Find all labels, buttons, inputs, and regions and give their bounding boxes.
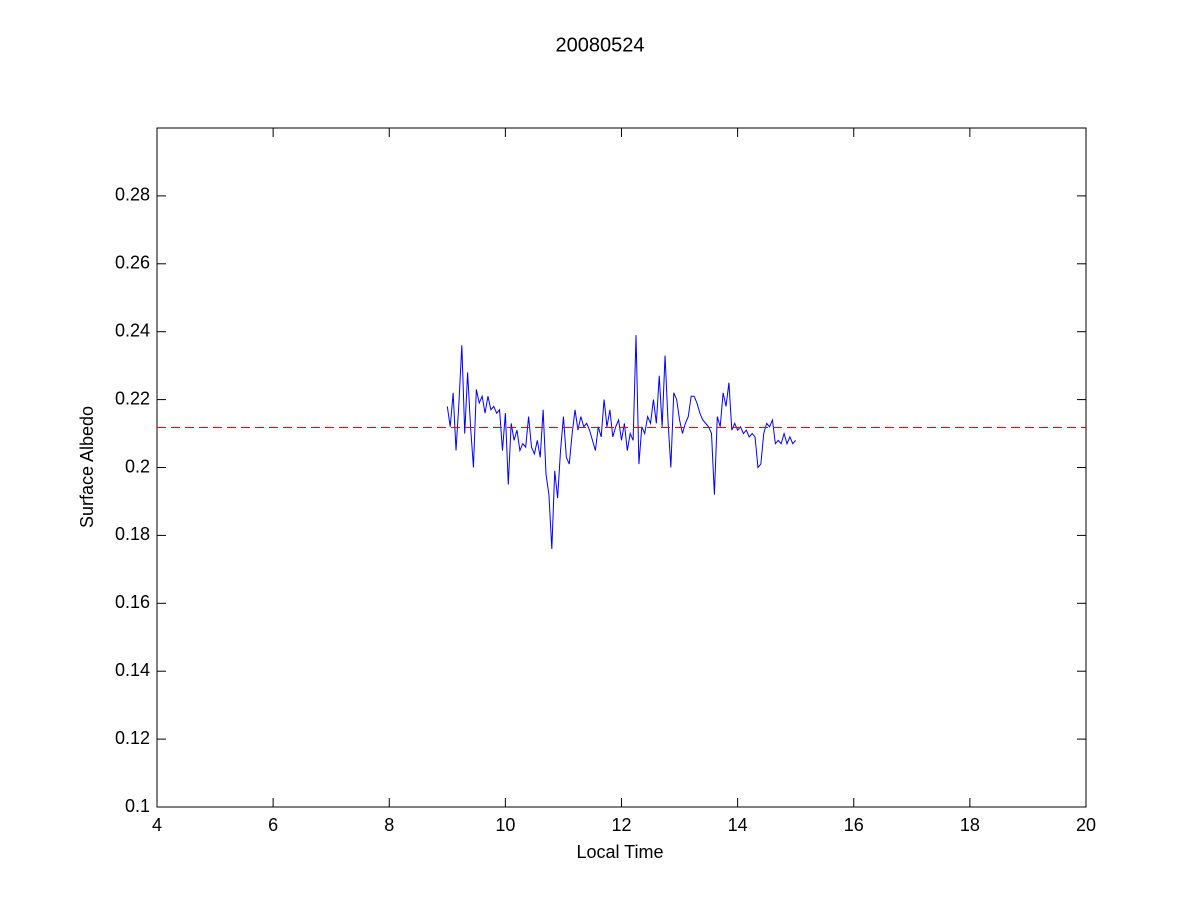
y-tick-label: 0.26 — [115, 253, 150, 273]
y-tick-label: 0.28 — [115, 185, 150, 205]
y-axis-label: Surface Albedo — [77, 406, 97, 528]
y-tick-label: 0.2 — [125, 456, 150, 476]
x-tick-label: 20 — [1076, 815, 1096, 835]
y-tick-label: 0.16 — [115, 592, 150, 612]
y-tick-label: 0.18 — [115, 524, 150, 544]
y-tick-label: 0.24 — [115, 320, 150, 340]
x-tick-label: 8 — [384, 815, 394, 835]
data-line — [446, 335, 797, 550]
x-tick-label: 18 — [960, 815, 980, 835]
chart-title: 20080524 — [556, 34, 645, 56]
y-tick-label: 0.12 — [115, 728, 150, 748]
x-tick-label: 6 — [268, 815, 278, 835]
y-tick-label: 0.22 — [115, 388, 150, 408]
y-tick-label: 0.14 — [115, 660, 150, 680]
plot-frame — [156, 127, 1087, 808]
x-tick-label: 16 — [844, 815, 864, 835]
x-tick-label: 14 — [728, 815, 748, 835]
y-tick-label: 0.1 — [125, 796, 150, 816]
x-axis-label: Local Time — [576, 842, 663, 862]
x-tick-label: 10 — [495, 815, 515, 835]
x-tick-label: 12 — [611, 815, 631, 835]
x-tick-label: 4 — [152, 815, 162, 835]
